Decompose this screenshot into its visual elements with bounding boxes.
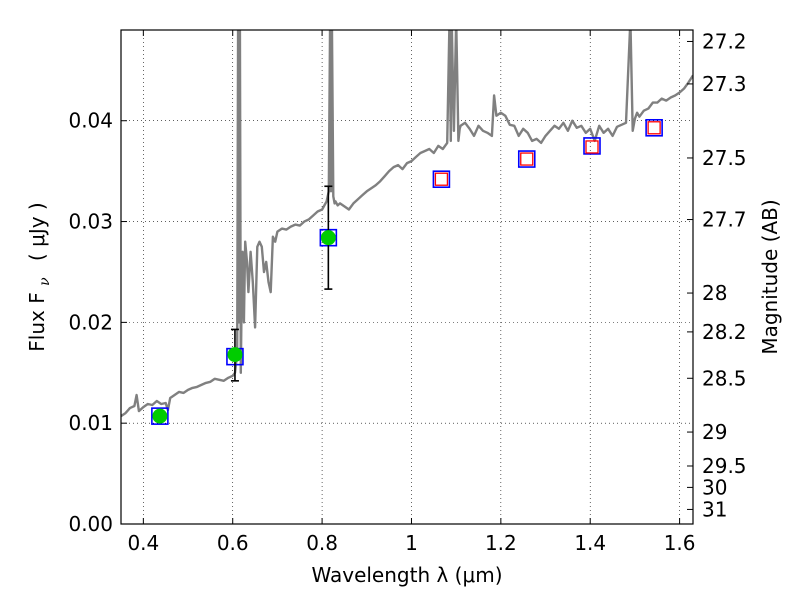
y2-tick-label: 27.5 (702, 146, 747, 170)
x-tick-label: 1.4 (574, 531, 606, 555)
y-tick-label: 0.01 (68, 411, 113, 435)
x-tick-label: 0.6 (217, 531, 249, 555)
ticks: 0.4 0.6 0.8 1 1.2 1.4 1.6 0.00 0.01 0.02 0.03 0.04 2… (68, 29, 746, 555)
x-tick-label: 0.4 (127, 531, 159, 555)
plot-frame (120, 29, 694, 525)
y2-tick-label: 29.5 (702, 454, 747, 478)
model-photometry-box (432, 170, 451, 189)
y2-tick-label: 28 (702, 281, 727, 305)
model-photometry-box (583, 137, 601, 155)
synthetic-photometry-box (585, 140, 599, 154)
y2-tick-label: 28.2 (702, 320, 747, 344)
y-tick-label: 0.03 (68, 210, 113, 234)
y-axis-label-sub: ν (37, 277, 53, 286)
observed-point (227, 347, 243, 363)
model-photometry-box (151, 407, 169, 425)
y2-tick-label: 31 (702, 497, 727, 521)
y-tick-label: 0.00 (68, 512, 113, 536)
y2-tick-label: 27.7 (702, 208, 747, 232)
y2-tick-label: 28.5 (702, 366, 747, 390)
x-tick-label: 1.2 (485, 531, 517, 555)
spectrum-layer (121, 30, 693, 418)
points-layer (151, 118, 663, 425)
y2-tick-label: 29 (702, 420, 727, 444)
model-photometry-box (517, 150, 536, 168)
observed-point (152, 408, 168, 424)
y-axis-label-unit: ( μJy ) (25, 202, 49, 261)
observed-point (320, 230, 336, 246)
y-tick-label: 0.02 (68, 310, 113, 334)
synthetic-photometry-box (520, 152, 534, 166)
y-axis-label: Flux F ν ( μJy ) (25, 202, 54, 351)
x-tick-label: 0.8 (306, 531, 338, 555)
x-axis-label: Wavelength λ (μm) (311, 563, 502, 587)
y-tick-label: 0.04 (68, 109, 113, 133)
y2-axis-label: Magnitude (AB) (758, 199, 782, 354)
synthetic-photometry-box (647, 121, 661, 135)
y-axis-label-main: Flux F (25, 292, 49, 351)
y2-tick-label: 27.2 (702, 29, 747, 53)
grid (121, 30, 693, 524)
y2-tick-label: 27.3 (702, 72, 747, 96)
x-tick-label: 1 (405, 531, 418, 555)
synthetic-photometry-box (434, 172, 449, 186)
y2-tick-label: 30 (702, 475, 727, 499)
x-tick-label: 1.6 (664, 531, 696, 555)
model-photometry-box (645, 118, 663, 137)
spectrum-line (121, 30, 693, 418)
